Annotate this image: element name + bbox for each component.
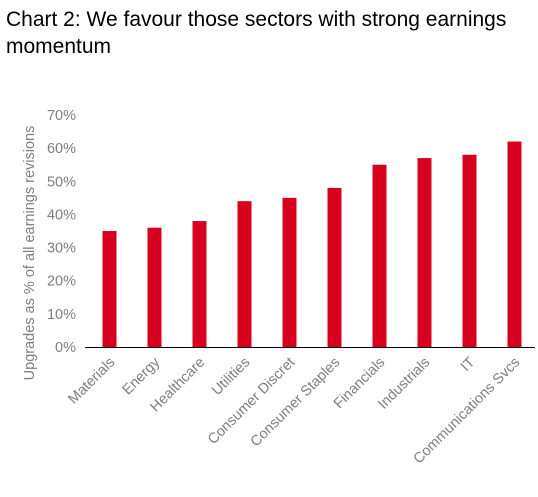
y-tick-label: 60% (47, 141, 76, 157)
y-tick-label: 50% (47, 174, 76, 190)
bar (327, 187, 342, 347)
y-tick-label: 30% (47, 241, 76, 257)
bar (192, 221, 207, 347)
bar (507, 141, 522, 347)
bar (102, 231, 117, 347)
y-tick-label: 70% (47, 108, 76, 124)
x-tick-label: Materials (65, 355, 118, 408)
x-tick-label: Consumer Staples (248, 355, 344, 451)
x-tick-label: Energy (120, 354, 164, 398)
y-axis-title: Upgrades as % of all earnings revisions (22, 126, 38, 381)
bar (417, 158, 432, 347)
x-tick-label: IT (458, 354, 479, 375)
y-tick-label: 10% (47, 307, 76, 323)
chart-title: Chart 2: We favour those sectors with st… (6, 8, 507, 58)
x-tick-label: Utilities (209, 355, 253, 399)
y-axis-ticks: 0% 10% 20% 30% 40% 50% 60% 70% (47, 108, 76, 356)
bar (237, 201, 252, 347)
y-tick-label: 20% (47, 274, 76, 290)
y-tick-label: 40% (47, 207, 76, 223)
bar (462, 154, 477, 347)
bar (147, 227, 162, 347)
bar (282, 197, 297, 347)
bars (102, 141, 522, 347)
y-tick-label: 0% (55, 340, 76, 356)
bar (372, 164, 387, 347)
